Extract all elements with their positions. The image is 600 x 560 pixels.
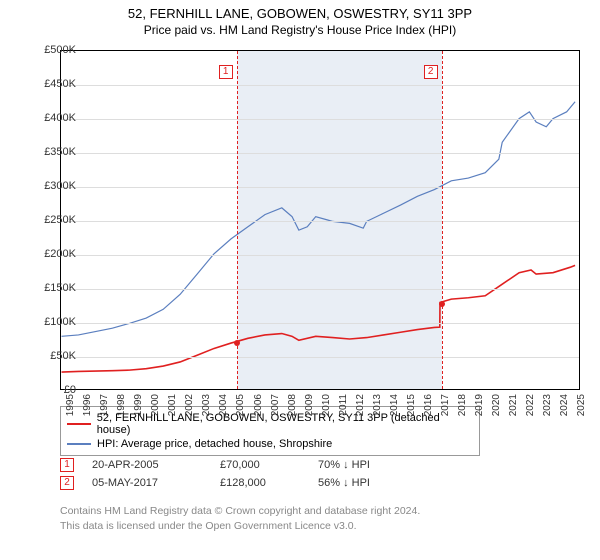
x-axis-label: 1997 bbox=[99, 394, 110, 416]
y-axis-label: £450K bbox=[44, 78, 76, 90]
event-line bbox=[237, 51, 238, 389]
x-axis-label: 2008 bbox=[287, 394, 298, 416]
x-axis-label: 2025 bbox=[576, 394, 587, 416]
gridline bbox=[61, 255, 579, 256]
x-axis-label: 2013 bbox=[372, 394, 383, 416]
x-axis-label: 2024 bbox=[559, 394, 570, 416]
x-axis-label: 2018 bbox=[457, 394, 468, 416]
chart-title: 52, FERNHILL LANE, GOBOWEN, OSWESTRY, SY… bbox=[0, 0, 600, 21]
sale-dot bbox=[439, 301, 445, 307]
x-axis-label: 2000 bbox=[150, 394, 161, 416]
chart-svg bbox=[61, 51, 579, 389]
gridline bbox=[61, 221, 579, 222]
x-axis-label: 2001 bbox=[167, 394, 178, 416]
x-axis-label: 2011 bbox=[338, 394, 349, 416]
plot-area: 12 bbox=[60, 50, 580, 390]
y-axis-label: £350K bbox=[44, 146, 76, 158]
x-axis-label: 2012 bbox=[355, 394, 366, 416]
x-axis-label: 2006 bbox=[253, 394, 264, 416]
gridline bbox=[61, 153, 579, 154]
event-row-price: £70,000 bbox=[220, 459, 300, 471]
x-axis-label: 1996 bbox=[82, 394, 93, 416]
x-axis-label: 2023 bbox=[542, 394, 553, 416]
gridline bbox=[61, 187, 579, 188]
event-row: 1 20-APR-2005 £70,000 70% ↓ HPI bbox=[60, 456, 370, 474]
x-axis-label: 2019 bbox=[474, 394, 485, 416]
x-axis-label: 2014 bbox=[389, 394, 400, 416]
footer-line2: This data is licensed under the Open Gov… bbox=[60, 519, 420, 534]
y-axis-label: £400K bbox=[44, 112, 76, 124]
x-axis-label: 2005 bbox=[235, 394, 246, 416]
event-row-marker: 2 bbox=[60, 476, 74, 490]
legend-swatch bbox=[67, 443, 91, 445]
footer-text: Contains HM Land Registry data © Crown c… bbox=[60, 504, 420, 533]
footer-line1: Contains HM Land Registry data © Crown c… bbox=[60, 504, 420, 519]
x-axis-label: 2004 bbox=[218, 394, 229, 416]
chart-container: 52, FERNHILL LANE, GOBOWEN, OSWESTRY, SY… bbox=[0, 0, 600, 560]
y-axis-label: £100K bbox=[44, 316, 76, 328]
y-axis-label: £300K bbox=[44, 180, 76, 192]
gridline bbox=[61, 323, 579, 324]
event-row-marker: 1 bbox=[60, 458, 74, 472]
event-row: 2 05-MAY-2017 £128,000 56% ↓ HPI bbox=[60, 474, 370, 492]
x-axis-label: 2010 bbox=[321, 394, 332, 416]
x-axis-label: 2020 bbox=[491, 394, 502, 416]
x-axis-label: 1995 bbox=[65, 394, 76, 416]
x-axis-label: 2017 bbox=[440, 394, 451, 416]
gridline bbox=[61, 85, 579, 86]
event-marker: 1 bbox=[219, 65, 233, 79]
y-axis-label: £500K bbox=[44, 44, 76, 56]
x-axis-label: 2016 bbox=[423, 394, 434, 416]
event-row-date: 05-MAY-2017 bbox=[92, 477, 202, 489]
legend-swatch bbox=[67, 423, 91, 425]
legend-item: HPI: Average price, detached house, Shro… bbox=[67, 437, 473, 451]
x-axis-label: 2021 bbox=[508, 394, 519, 416]
x-axis-label: 2015 bbox=[406, 394, 417, 416]
event-row-pct: 56% ↓ HPI bbox=[318, 477, 370, 489]
x-axis-label: 1998 bbox=[116, 394, 127, 416]
x-axis-label: 2002 bbox=[184, 394, 195, 416]
x-axis-label: 2003 bbox=[201, 394, 212, 416]
event-data-rows: 1 20-APR-2005 £70,000 70% ↓ HPI 2 05-MAY-2017… bbox=[60, 456, 370, 492]
event-row-date: 20-APR-2005 bbox=[92, 459, 202, 471]
gridline bbox=[61, 289, 579, 290]
legend-label: HPI: Average price, detached house, Shro… bbox=[97, 438, 332, 450]
y-axis-label: £150K bbox=[44, 282, 76, 294]
x-axis-label: 2009 bbox=[304, 394, 315, 416]
event-row-price: £128,000 bbox=[220, 477, 300, 489]
series-line bbox=[62, 102, 576, 337]
sale-dot bbox=[234, 340, 240, 346]
x-axis-label: 2022 bbox=[525, 394, 536, 416]
event-row-pct: 70% ↓ HPI bbox=[318, 459, 370, 471]
event-line bbox=[442, 51, 443, 389]
chart-subtitle: Price paid vs. HM Land Registry's House … bbox=[0, 21, 600, 37]
gridline bbox=[61, 119, 579, 120]
y-axis-label: £250K bbox=[44, 214, 76, 226]
event-marker: 2 bbox=[424, 65, 438, 79]
gridline bbox=[61, 357, 579, 358]
y-axis-label: £200K bbox=[44, 248, 76, 260]
x-axis-label: 2007 bbox=[270, 394, 281, 416]
x-axis-label: 1999 bbox=[133, 394, 144, 416]
y-axis-label: £50K bbox=[50, 350, 76, 362]
